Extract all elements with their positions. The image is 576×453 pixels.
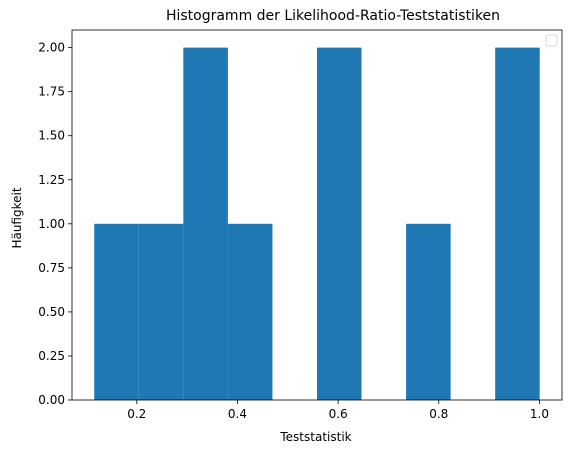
- histogram-bar-7: [406, 223, 451, 400]
- legend-box: [545, 34, 558, 47]
- histogram-bar-1: [138, 223, 184, 400]
- y-tick-label: 0.25: [38, 349, 65, 363]
- x-axis-label: Teststatistik: [279, 430, 351, 444]
- y-tick-label: 0.75: [38, 261, 65, 275]
- x-ticks: 0.2 0.4 0.6 0.8 1.0: [127, 400, 549, 421]
- chart-title: Histogramm der Likelihood-Ratio-Teststat…: [166, 8, 500, 24]
- y-tick-label: 1.75: [38, 85, 65, 99]
- y-tick-label: 0.50: [38, 305, 65, 319]
- y-tick-label: 0.00: [38, 393, 65, 407]
- x-tick-label: 0.4: [228, 407, 247, 421]
- histogram-bar-9: [495, 47, 540, 400]
- y-tick-label: 2.00: [38, 41, 65, 55]
- histogram-bar-2: [183, 47, 228, 400]
- y-tick-label: 1.25: [38, 173, 65, 187]
- y-ticks: 0.00 0.25 0.50 0.75 1.00 1.25 1.50 1.75 2.00: [38, 41, 72, 407]
- y-tick-label: 1.00: [38, 217, 65, 231]
- x-tick-label: 0.6: [329, 407, 348, 421]
- histogram-bar-0: [94, 223, 139, 400]
- x-tick-label: 0.8: [429, 407, 448, 421]
- histogram-bar-5: [316, 47, 362, 400]
- bars-group: [94, 47, 540, 400]
- plot-frame: [71, 29, 563, 401]
- x-tick-label: 0.2: [127, 407, 146, 421]
- histogram-bar-3: [227, 223, 273, 400]
- x-tick-label: 1.0: [530, 407, 549, 421]
- y-axis-label: Häufigkeit: [10, 187, 24, 248]
- y-tick-label: 1.50: [38, 129, 65, 143]
